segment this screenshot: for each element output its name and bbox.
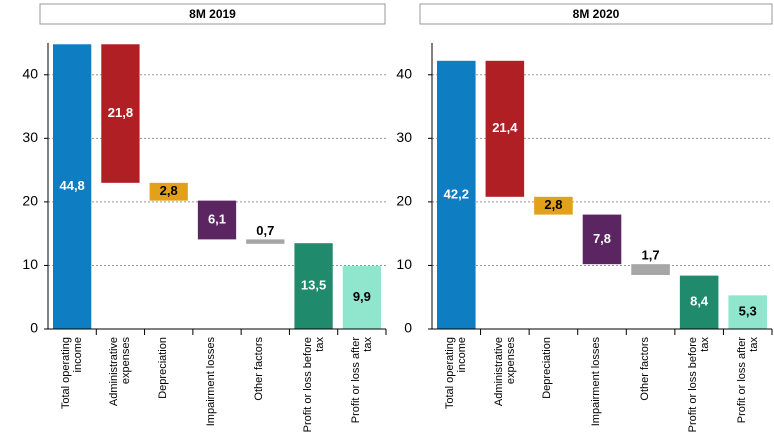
- title-box: [419, 3, 773, 25]
- bar: [53, 44, 92, 329]
- bar: [246, 239, 285, 244]
- y-tick-label: 40: [396, 65, 412, 81]
- x-tick-label: Depreciation: [156, 337, 169, 399]
- value-label: 44,8: [59, 178, 84, 193]
- y-tick-label: 40: [22, 65, 38, 81]
- y-tick-label: 20: [396, 193, 412, 209]
- value-label: 7,8: [593, 231, 611, 246]
- bar: [485, 60, 525, 197]
- value-label: 1,7: [642, 248, 660, 263]
- y-tick-label: 10: [396, 256, 412, 272]
- x-tick-label: Impairment losses: [205, 337, 217, 427]
- value-label: 6,1: [208, 211, 226, 226]
- bar: [582, 214, 622, 265]
- bar: [294, 243, 333, 329]
- value-label: 0,7: [256, 223, 274, 238]
- x-tick-label: Total operating income: [444, 337, 469, 410]
- x-tick-label: Other factors: [253, 337, 266, 401]
- chart-title: 8M 2019: [189, 7, 236, 21]
- value-label: 13,5: [301, 278, 326, 293]
- x-tick-label: Profit or loss after tax: [735, 337, 760, 424]
- value-label: 2,8: [160, 183, 178, 198]
- value-label: 9,9: [353, 289, 371, 304]
- x-tick-label: Profit or loss after tax: [349, 337, 374, 424]
- x-tick-label: Profit or loss before tax: [301, 337, 326, 433]
- x-tick-label: Depreciation: [541, 337, 554, 399]
- title-box: [39, 3, 386, 25]
- bar: [679, 275, 719, 329]
- x-tick-label: Other factors: [638, 337, 651, 401]
- bar: [728, 295, 767, 329]
- y-tick-label: 10: [22, 256, 38, 272]
- x-tick-label: Profit or loss before tax: [687, 337, 712, 433]
- bar: [534, 196, 573, 215]
- y-tick-label: 0: [404, 320, 412, 336]
- y-tick-label: 30: [396, 129, 412, 145]
- x-tick-label: Administrative expenses: [108, 337, 133, 407]
- x-tick-label: Total operating income: [60, 337, 85, 410]
- bar: [437, 60, 476, 329]
- chart-title: 8M 2020: [573, 7, 620, 21]
- y-tick-label: 30: [22, 129, 38, 145]
- value-label: 42,2: [444, 186, 469, 201]
- bar: [149, 182, 188, 201]
- y-tick-label: 20: [22, 193, 38, 209]
- bar: [197, 200, 237, 240]
- value-label: 21,8: [108, 105, 133, 120]
- value-label: 8,4: [690, 294, 709, 309]
- x-tick-label: Impairment losses: [590, 337, 602, 427]
- value-label: 5,3: [739, 304, 757, 319]
- value-label: 2,8: [544, 197, 562, 212]
- bar: [342, 266, 381, 329]
- value-label: 21,4: [492, 120, 518, 135]
- y-tick-label: 0: [30, 320, 38, 336]
- bar: [631, 264, 670, 275]
- x-tick-label: Administrative expenses: [492, 337, 517, 407]
- bar: [101, 44, 140, 183]
